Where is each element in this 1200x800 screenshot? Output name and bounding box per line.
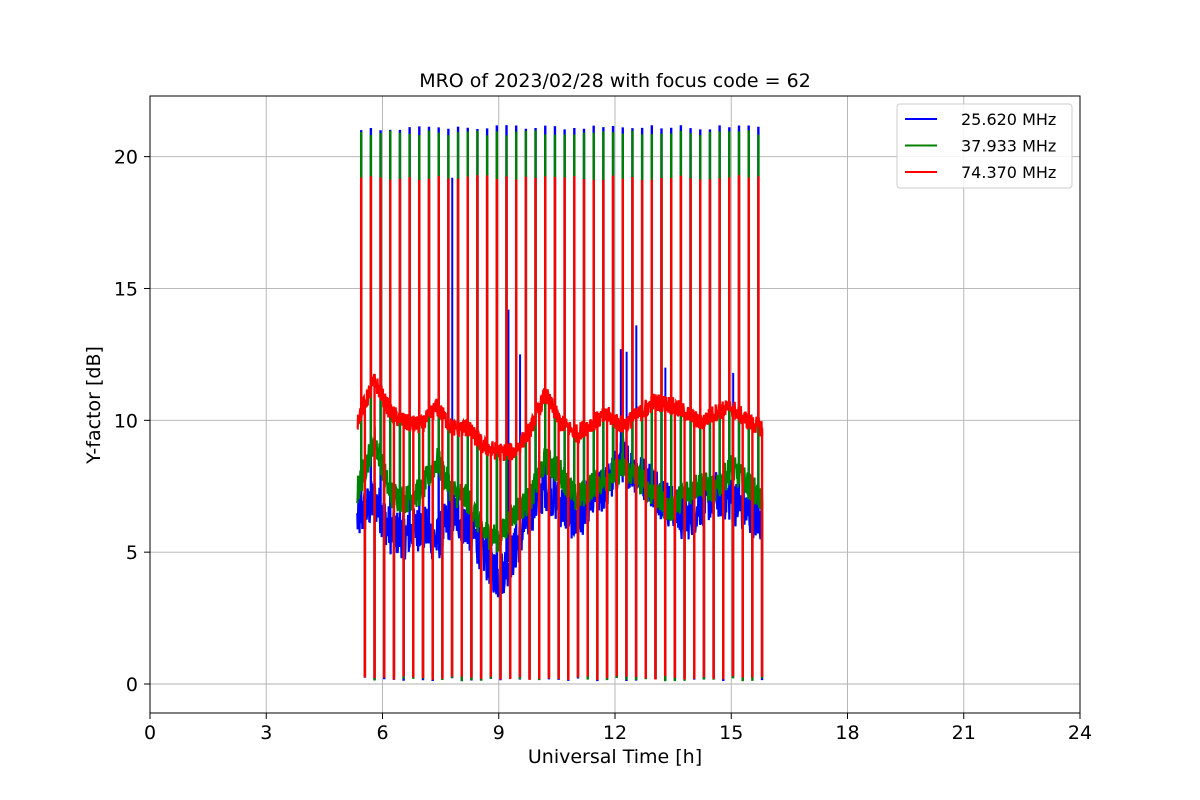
legend-box	[896, 103, 1073, 189]
series-74-370-MHz	[356, 175, 764, 680]
chart-title: MRO of 2023/02/28 with focus code = 62	[419, 70, 811, 92]
legend-label: 37.933 MHz	[961, 137, 1056, 156]
x-tick-label: 3	[260, 722, 272, 744]
x-axis-label: Universal Time [h]	[528, 746, 702, 768]
x-tick-label: 12	[603, 722, 627, 744]
legend: 25.620 MHz 37.933 MHz 74.370 MHz	[896, 103, 1073, 189]
x-tick-label: 24	[1068, 722, 1092, 744]
plot-frame	[149, 95, 1081, 714]
series-group	[356, 125, 764, 682]
y-axis-label: Y-factor [dB]	[83, 346, 105, 465]
y-tick-label: 10	[114, 410, 138, 432]
x-tick-label: 21	[952, 722, 976, 744]
x-tick-label: 15	[719, 722, 743, 744]
y-tick-label: 0	[126, 674, 138, 696]
y-tick-label: 20	[114, 147, 138, 169]
x-tick-label: 18	[835, 722, 859, 744]
y-tick-label: 5	[126, 542, 138, 564]
x-tick-label: 9	[493, 722, 505, 744]
legend-label: 25.620 MHz	[961, 110, 1056, 129]
legend-label: 74.370 MHz	[961, 163, 1056, 182]
x-tick-label: 6	[376, 722, 388, 744]
y-tick-label: 15	[114, 278, 138, 300]
axis-ticks: 0 3 6 9 12 15 18 21 24 0 5 10 15 20	[114, 147, 1092, 744]
x-tick-label: 0	[144, 722, 156, 744]
grid	[149, 96, 1081, 713]
